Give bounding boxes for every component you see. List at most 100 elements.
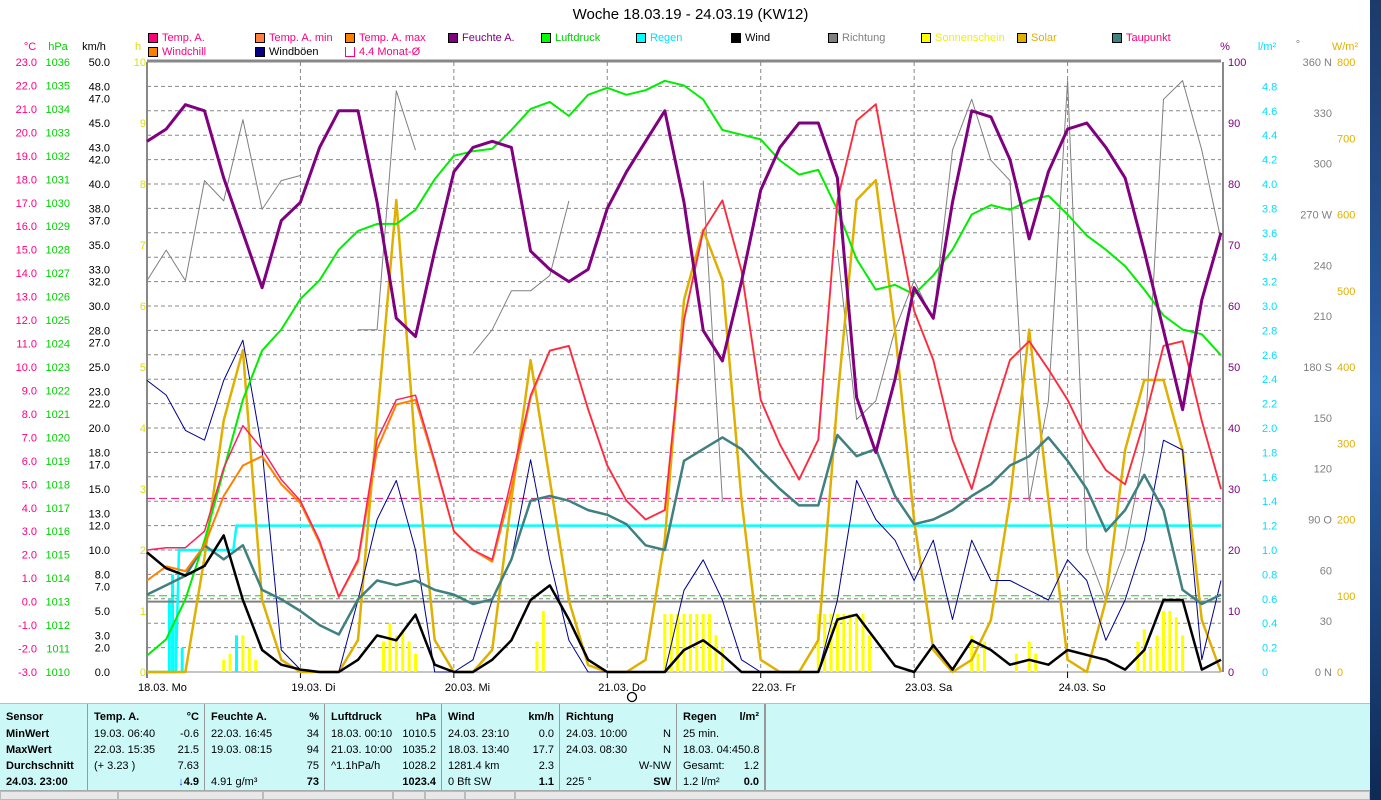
legend-label: Regen bbox=[650, 32, 683, 44]
pressure-line bbox=[146, 79, 1222, 657]
tick-label-rain: 1.6 bbox=[1262, 472, 1277, 484]
tick-label-direction: 90 O bbox=[1308, 515, 1332, 527]
legend-label: Taupunkt bbox=[1126, 32, 1171, 44]
humidity-line bbox=[146, 103, 1223, 454]
tick-label-rain: 3.0 bbox=[1262, 301, 1277, 313]
tick-label-pressure: 1024 bbox=[46, 339, 70, 351]
tick-label-pressure: 1012 bbox=[46, 620, 70, 632]
tick-label-solar: 600 bbox=[1337, 210, 1355, 222]
stats-label: 24.03. 23:10 bbox=[448, 728, 510, 740]
legend-swatch bbox=[255, 47, 265, 57]
axis-unit-humidity: % bbox=[1220, 41, 1230, 53]
tick-label-temp: 9.0 bbox=[22, 385, 37, 397]
sunshine-bar bbox=[1034, 653, 1038, 672]
rain-bar bbox=[180, 647, 184, 672]
sunshine-bar bbox=[867, 635, 871, 672]
stats-label: MinWert bbox=[6, 728, 50, 740]
stats-row: 24.03. 08:30 N bbox=[566, 744, 671, 760]
tick-label-temp: 22.0 bbox=[16, 80, 37, 92]
status-segment bbox=[118, 791, 263, 800]
sunshine-bar bbox=[861, 614, 865, 672]
tick-label-pressure: 1017 bbox=[46, 503, 70, 515]
stats-label: 18.03. 04:45 bbox=[683, 744, 745, 756]
tick-label-rain: 0.4 bbox=[1262, 618, 1277, 630]
stats-label: Luftdruck bbox=[331, 711, 382, 723]
stats-header: Richtung bbox=[566, 711, 671, 727]
tick-label-rain: 3.6 bbox=[1262, 228, 1277, 240]
tick-label-temp: -3.0 bbox=[18, 667, 37, 679]
tick-label-humidity: 40 bbox=[1228, 423, 1240, 435]
axis-unit-sunshine: h bbox=[135, 41, 141, 53]
stats-label: 18.03. 00:10 bbox=[331, 728, 393, 740]
rain-bar bbox=[235, 635, 238, 672]
tick-label-direction: 60 bbox=[1320, 565, 1332, 577]
stats-label: 25 min. bbox=[683, 728, 720, 740]
tick-label-rain: 0 bbox=[1262, 667, 1268, 679]
tick-label-direction: 240 bbox=[1314, 260, 1332, 272]
tick-label-rain: 4.2 bbox=[1262, 155, 1277, 167]
tick-label-pressure: 1026 bbox=[46, 292, 70, 304]
tick-label-pressure: 1035 bbox=[46, 80, 70, 92]
tick-label-temp: -2.0 bbox=[18, 644, 37, 656]
tick-label-pressure: 1016 bbox=[46, 526, 70, 538]
stats-row: 1281.4 km 2.3 bbox=[448, 760, 554, 776]
tick-label-temp: 6.0 bbox=[22, 456, 37, 468]
tick-label-humidity: 90 bbox=[1228, 118, 1240, 130]
stats-row: 24.03. 10:00 N bbox=[566, 728, 671, 744]
tick-label-sunshine: 5 bbox=[140, 362, 146, 374]
legend-label: Sonnenschein bbox=[935, 32, 1005, 44]
tick-label-wind: 35.0 bbox=[89, 240, 110, 252]
sunshine-bar bbox=[1149, 647, 1153, 672]
legend-label: Windchill bbox=[162, 46, 207, 58]
tick-label-direction: 330 bbox=[1314, 108, 1332, 120]
legend-label: Luftdruck bbox=[555, 32, 601, 44]
tick-label-rain: 2.8 bbox=[1262, 325, 1277, 337]
tick-label-wind: 15.0 bbox=[89, 484, 110, 496]
tick-label-wind: 32.0 bbox=[89, 277, 110, 289]
tick-label-wind: 28.0 bbox=[89, 325, 110, 337]
tick-label-pressure: 1021 bbox=[46, 409, 70, 421]
tick-label-pressure: 1032 bbox=[46, 151, 70, 163]
sunshine-bar bbox=[663, 614, 667, 672]
stats-value: 1010.5 bbox=[402, 728, 436, 740]
stats-label: 225 ° bbox=[566, 776, 592, 788]
tick-label-direction: 210 bbox=[1314, 311, 1332, 323]
axis-unit-solar: W/m² bbox=[1332, 41, 1359, 53]
tick-label-rain: 1.0 bbox=[1262, 545, 1277, 557]
stats-label: 19.03. 08:15 bbox=[211, 744, 273, 756]
stats-value: 7.63 bbox=[177, 760, 199, 772]
stats-header: Luftdruck hPa bbox=[331, 711, 436, 727]
tick-label-wind: 27.0 bbox=[89, 338, 110, 350]
tick-label-rain: 3.8 bbox=[1262, 203, 1277, 215]
tick-label-temp: 5.0 bbox=[22, 479, 37, 491]
stats-label: Gesamt: bbox=[683, 760, 725, 772]
axis-unit-direction: ° bbox=[1296, 39, 1300, 51]
sunshine-bar bbox=[394, 635, 398, 672]
tick-label-rain: 2.6 bbox=[1262, 350, 1277, 362]
status-segment bbox=[425, 791, 465, 800]
stats-header: Regen l/m² bbox=[683, 711, 759, 727]
tick-label-wind: 12.0 bbox=[89, 521, 110, 533]
legend-label: Solar bbox=[1031, 32, 1057, 44]
tick-label-sunshine: 2 bbox=[140, 545, 146, 557]
stats-label: 21.03. 10:00 bbox=[331, 744, 393, 756]
tick-label-temp: 15.0 bbox=[16, 245, 37, 257]
legend-swatch bbox=[448, 33, 458, 43]
tick-label-pressure: 1023 bbox=[46, 362, 70, 374]
tick-label-solar: 500 bbox=[1337, 286, 1355, 298]
sunshine-bar bbox=[842, 614, 846, 672]
stats-value: l/m² bbox=[739, 711, 759, 723]
tick-label-direction: 300 bbox=[1314, 159, 1332, 171]
stats-value: 21.5 bbox=[177, 744, 199, 756]
legend-label: Wind bbox=[745, 32, 771, 44]
tick-label-wind: 33.0 bbox=[89, 264, 110, 276]
stats-label: Regen bbox=[683, 711, 717, 723]
tick-label-temp: 20.0 bbox=[16, 127, 37, 139]
stats-label: 24.03. 08:30 bbox=[566, 744, 628, 756]
wind-line bbox=[146, 534, 1222, 674]
stats-row: 22.03. 16:45 34 bbox=[211, 728, 319, 744]
tick-label-direction: 0 N bbox=[1315, 667, 1332, 679]
stats-value: 2.3 bbox=[538, 760, 554, 772]
tick-label-wind: 17.0 bbox=[89, 460, 110, 472]
stats-row: 19.03. 06:40 -0.6 bbox=[94, 728, 199, 744]
